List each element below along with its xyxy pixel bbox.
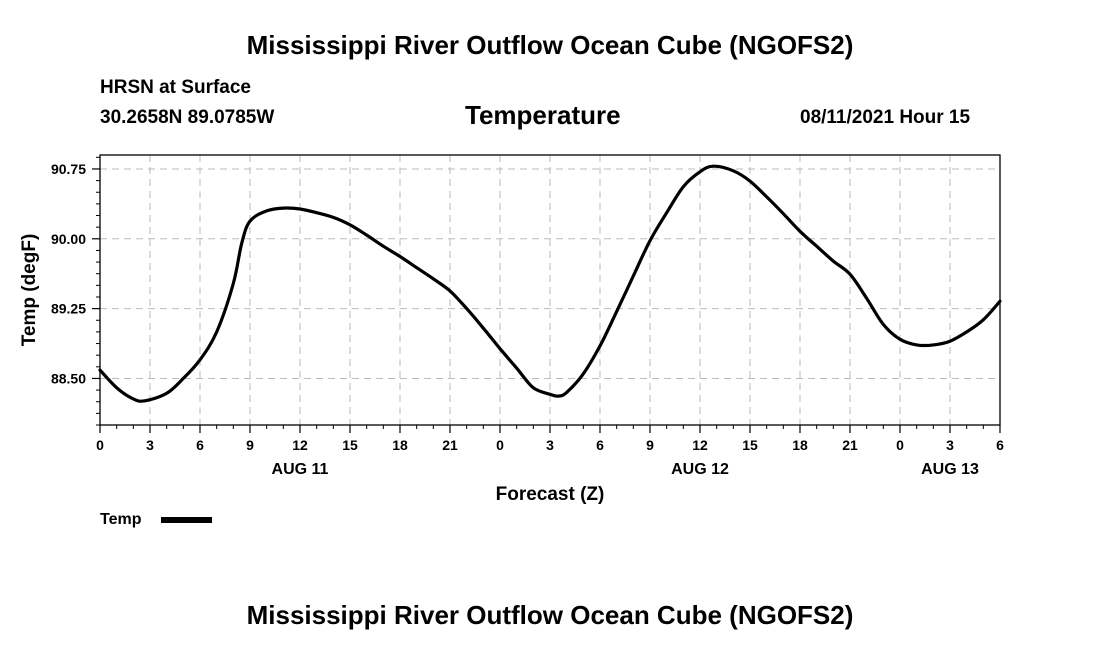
- y-tick-label: 89.25: [51, 301, 86, 317]
- x-tick-label: 3: [546, 437, 554, 453]
- plot-frame: [99, 154, 1001, 426]
- x-tick-label: 3: [946, 437, 954, 453]
- x-tick-label: 0: [896, 437, 904, 453]
- y-tick-label: 90.75: [51, 161, 86, 177]
- station-coords: 30.2658N 89.0785W: [100, 107, 275, 128]
- y-axis-label: Temp (degF): [19, 234, 40, 347]
- variable-title: Temperature: [465, 100, 621, 130]
- minor-ticks: [92, 156, 1001, 433]
- y-tick-label: 90.00: [51, 231, 86, 247]
- x-tick-label: 9: [646, 437, 654, 453]
- day-label: AUG 12: [671, 461, 729, 478]
- x-tick-label: 18: [392, 437, 408, 453]
- x-axis-label: Forecast (Z): [496, 484, 605, 505]
- x-tick-label: 9: [246, 437, 254, 453]
- x-tick-label: 15: [742, 437, 758, 453]
- y-tick-label: 88.50: [51, 370, 86, 386]
- day-label: AUG 13: [921, 461, 979, 478]
- forecast-datetime: 08/11/2021 Hour 15: [800, 107, 971, 128]
- legend-swatch: [161, 517, 212, 523]
- x-tick-label: 18: [792, 437, 808, 453]
- legend-label: Temp: [100, 511, 142, 528]
- x-tick-label: 0: [496, 437, 504, 453]
- x-tick-label: 21: [842, 437, 858, 453]
- day-label: AUG 11: [272, 461, 329, 478]
- x-tick-label: 12: [692, 437, 708, 453]
- x-tick-label: 6: [196, 437, 204, 453]
- x-tick-label: 12: [292, 437, 308, 453]
- grid-lines: [100, 155, 1000, 425]
- chart-main-title: Mississippi River Outflow Ocean Cube (NG…: [246, 30, 854, 60]
- x-tick-label: 6: [596, 437, 604, 453]
- footer-title: Mississippi River Outflow Ocean Cube (NG…: [246, 600, 854, 630]
- station-label: HRSN at Surface: [100, 77, 251, 98]
- x-tick-label: 3: [146, 437, 154, 453]
- x-tick-label: 15: [342, 437, 358, 453]
- x-tick-label: 6: [996, 437, 1004, 453]
- axis-tick-labels: 0 3 6 9 12 15 18 21 0 3 6 9 12 15 18 21 0 3 6 AUG 11 AUG 12 A…: [51, 161, 1004, 478]
- temp-series-line: [98, 164, 1002, 403]
- x-tick-label: 21: [442, 437, 458, 453]
- x-tick-label: 0: [96, 437, 104, 453]
